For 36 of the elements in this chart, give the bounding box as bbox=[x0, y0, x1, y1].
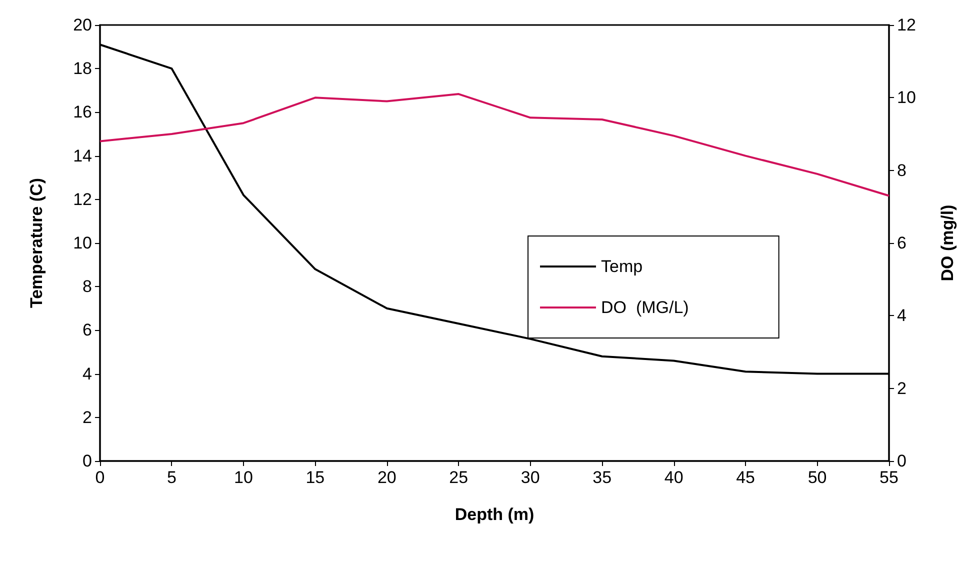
x-tick-label: 35 bbox=[592, 468, 612, 487]
line-series bbox=[99, 93, 890, 197]
x-tick-label: 50 bbox=[808, 468, 827, 487]
y2-tick-label: 2 bbox=[897, 378, 906, 398]
x-tick-label: 40 bbox=[664, 468, 684, 487]
y2-tick-label: 8 bbox=[897, 160, 906, 180]
legend-label: Temp bbox=[601, 257, 643, 276]
y-tick-label: 12 bbox=[73, 190, 92, 209]
x-tick-label: 10 bbox=[234, 468, 253, 487]
y-axis-title: Temperature (C) bbox=[27, 178, 46, 308]
x-tick-label: 5 bbox=[166, 468, 176, 487]
x-tick-label: 0 bbox=[95, 468, 105, 487]
y2-tick-label: 6 bbox=[897, 234, 906, 252]
y-tick-label: 10 bbox=[73, 234, 92, 252]
x-axis-title: Depth (m) bbox=[454, 505, 534, 524]
y2-tick-label: 4 bbox=[897, 306, 906, 326]
y-tick-label: 6 bbox=[82, 320, 92, 340]
x-tick-label: 25 bbox=[449, 468, 468, 487]
x-tick-label: 30 bbox=[520, 468, 540, 487]
y-tick-label: 18 bbox=[73, 59, 92, 78]
legend-label: DO (MG/L) bbox=[601, 298, 689, 317]
y-tick-label: 14 bbox=[73, 146, 92, 166]
x-tick-label: 15 bbox=[306, 468, 325, 487]
y-tick-label: 4 bbox=[82, 364, 92, 384]
x-tick-label: 20 bbox=[377, 468, 396, 487]
y-tick-label: 16 bbox=[73, 102, 92, 122]
y-tick-label: 8 bbox=[82, 277, 92, 296]
y2-tick-label: 0 bbox=[897, 452, 906, 470]
y-tick-label: 2 bbox=[82, 408, 92, 427]
x-tick-label: 45 bbox=[736, 468, 756, 487]
y-tick-label: 20 bbox=[73, 16, 92, 34]
y-tick-label: 0 bbox=[82, 452, 92, 470]
y2-axis-title: DO (mg/l) bbox=[938, 204, 957, 282]
x-tick-label: 55 bbox=[880, 468, 898, 487]
y2-tick-label: 10 bbox=[897, 88, 916, 108]
y2-tick-label: 12 bbox=[897, 16, 916, 34]
